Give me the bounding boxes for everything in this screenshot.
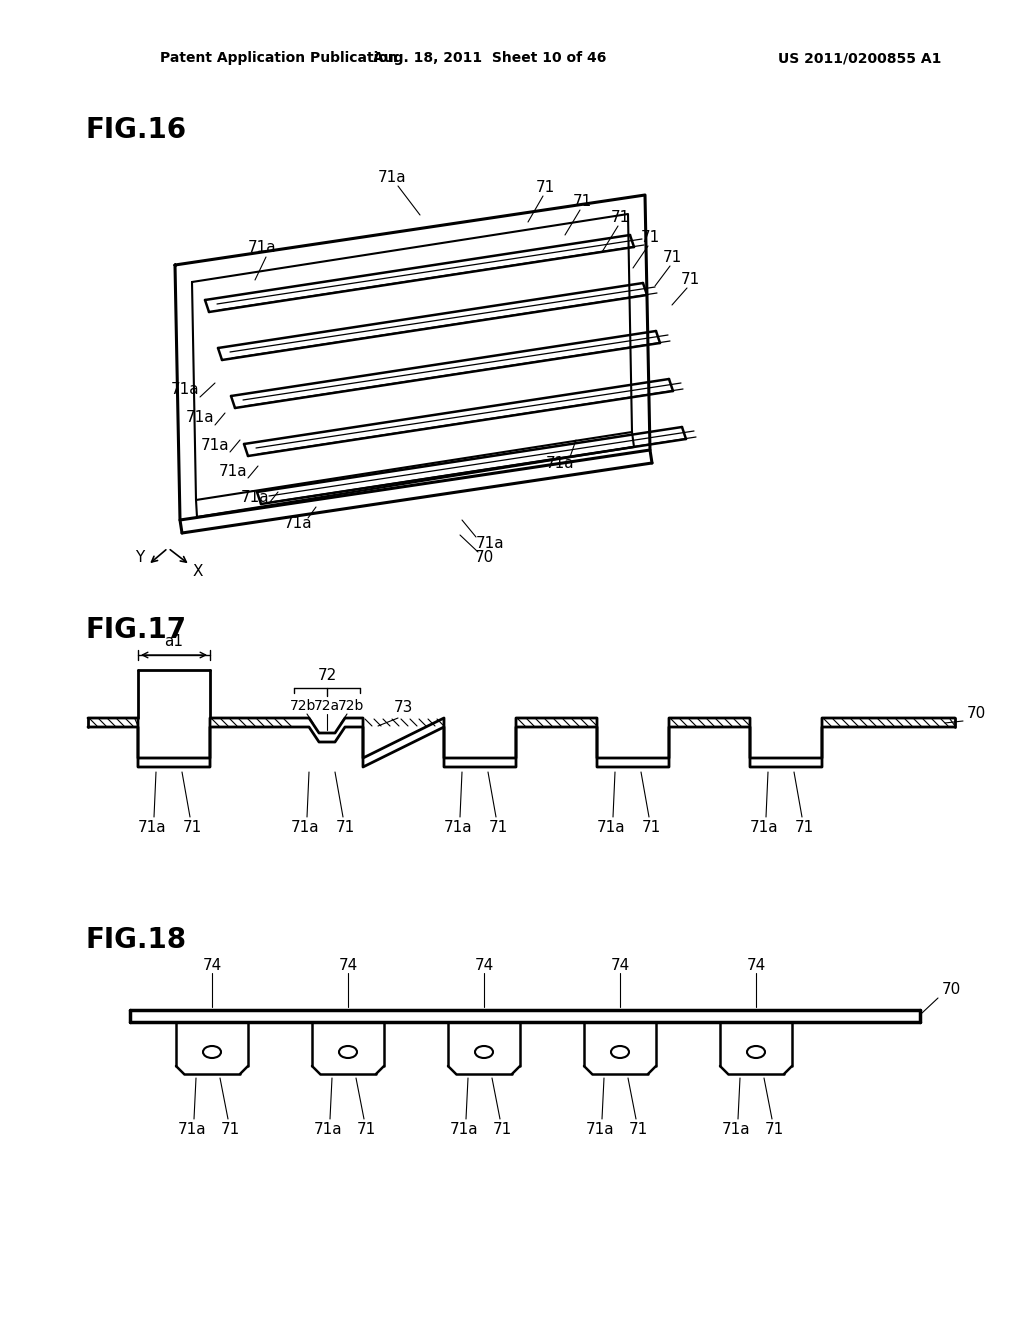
Text: 71a: 71a (291, 820, 319, 834)
Text: 71a: 71a (597, 820, 626, 834)
Text: 71: 71 (680, 272, 699, 288)
Text: 71a: 71a (185, 411, 214, 425)
Text: 70: 70 (474, 550, 494, 565)
Text: 71a: 71a (378, 170, 407, 186)
Text: X: X (193, 565, 203, 579)
Text: 71: 71 (663, 251, 682, 265)
Text: 71a: 71a (722, 1122, 751, 1137)
Text: 71: 71 (536, 181, 555, 195)
Text: 71: 71 (640, 231, 659, 246)
Text: 71: 71 (572, 194, 592, 210)
Text: 74: 74 (338, 957, 357, 973)
Text: 71a: 71a (201, 437, 229, 453)
Text: 71a: 71a (171, 383, 200, 397)
Text: 71a: 71a (248, 240, 276, 256)
Text: 70: 70 (967, 705, 986, 721)
Text: 71: 71 (336, 820, 354, 834)
Text: 72b: 72b (290, 700, 316, 713)
Text: 71: 71 (488, 820, 508, 834)
Text: 71a: 71a (178, 1122, 206, 1137)
Text: 71a: 71a (586, 1122, 614, 1137)
Text: 71a: 71a (241, 490, 269, 504)
Text: 72: 72 (317, 668, 337, 684)
Text: 71: 71 (764, 1122, 783, 1137)
Text: 73: 73 (393, 701, 413, 715)
Text: 74: 74 (610, 957, 630, 973)
Text: 71a: 71a (137, 820, 166, 834)
Text: 71: 71 (610, 210, 630, 226)
Text: 71a: 71a (450, 1122, 478, 1137)
Text: FIG.18: FIG.18 (85, 927, 186, 954)
Text: 71: 71 (182, 820, 202, 834)
Text: 71: 71 (356, 1122, 376, 1137)
Text: 71: 71 (795, 820, 814, 834)
Text: Y: Y (135, 550, 144, 565)
Text: 71a: 71a (443, 820, 472, 834)
Text: 70: 70 (942, 982, 962, 998)
Text: US 2011/0200855 A1: US 2011/0200855 A1 (778, 51, 942, 65)
Text: 74: 74 (203, 957, 221, 973)
Text: Aug. 18, 2011  Sheet 10 of 46: Aug. 18, 2011 Sheet 10 of 46 (374, 51, 606, 65)
Text: 71a: 71a (284, 516, 312, 531)
Text: 74: 74 (474, 957, 494, 973)
Text: 71a: 71a (476, 536, 504, 550)
Text: 72b: 72b (338, 700, 365, 713)
Text: a1: a1 (165, 634, 183, 648)
Text: 71: 71 (220, 1122, 240, 1137)
Text: 71: 71 (641, 820, 660, 834)
Text: 71a: 71a (313, 1122, 342, 1137)
Text: 72a: 72a (314, 700, 340, 713)
Text: 74: 74 (746, 957, 766, 973)
Text: FIG.17: FIG.17 (85, 616, 186, 644)
Text: Patent Application Publication: Patent Application Publication (160, 51, 397, 65)
Text: FIG.16: FIG.16 (85, 116, 186, 144)
Text: 71: 71 (493, 1122, 512, 1137)
Text: 71a: 71a (750, 820, 778, 834)
Text: 71a: 71a (219, 465, 248, 479)
Text: 71a: 71a (546, 455, 574, 470)
Text: 71: 71 (629, 1122, 647, 1137)
